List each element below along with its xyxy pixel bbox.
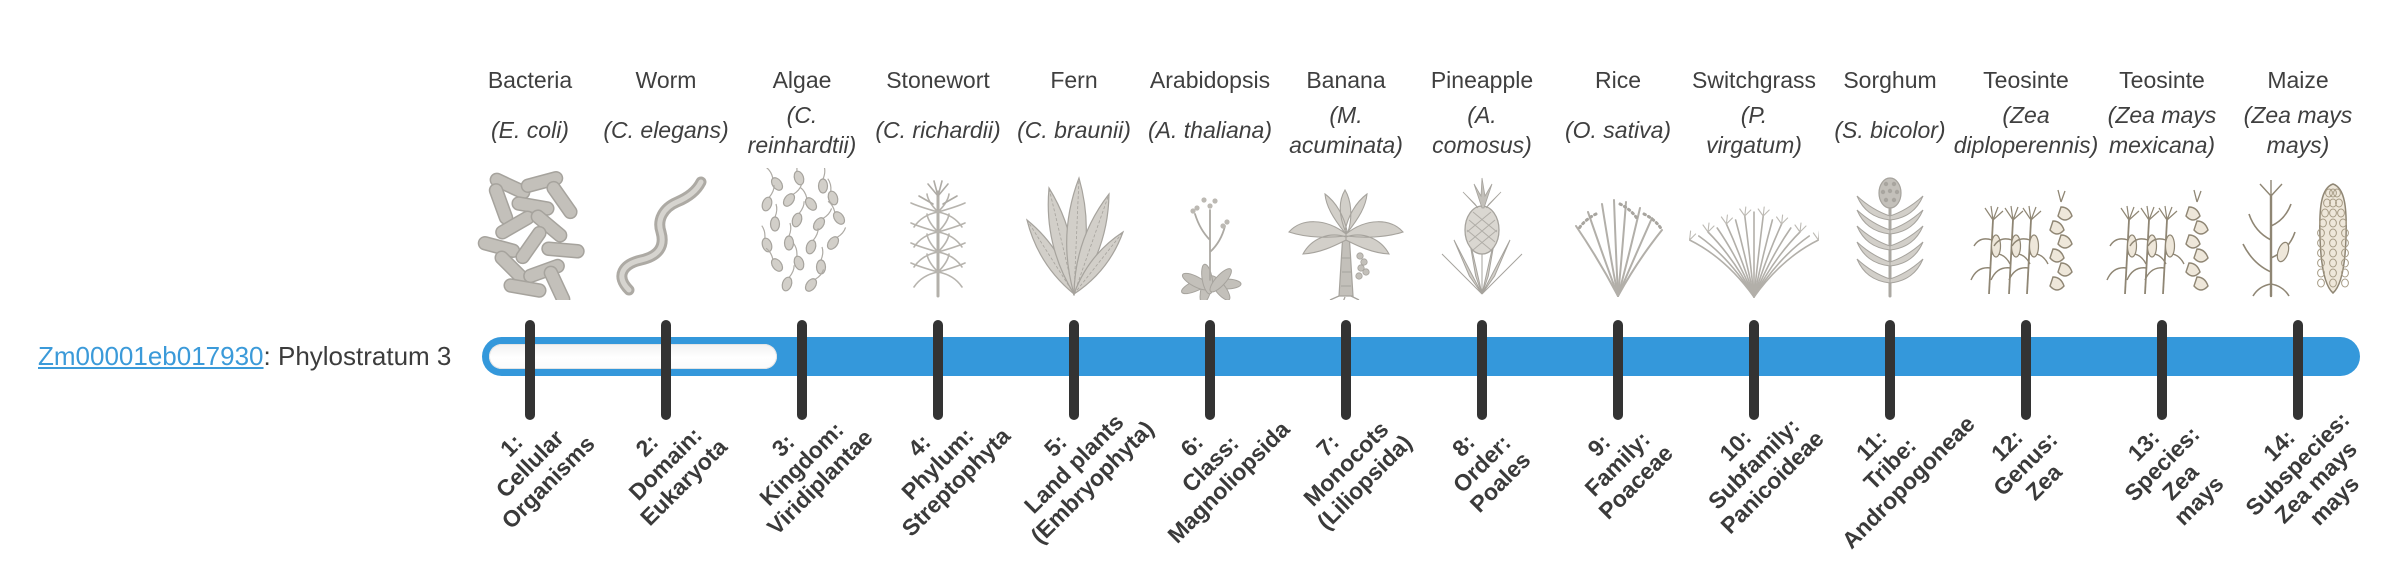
organism-scientific-name: (S. bicolor) [1834,117,1946,143]
stratum-tick-9 [1613,320,1623,420]
pineapple-illustration [1417,168,1547,300]
organism-common-name: Bacteria [487,67,573,93]
stratum-tick-14 [2293,320,2303,420]
stratum-column-4-stonewort: Stonewort (C. richardii) [848,66,1028,162]
organism-common-name: Rice [1594,67,1641,93]
organism-scientific-name: (C. elegans) [603,117,729,143]
stratum-tick-11 [1885,320,1895,420]
rice-illustration [1553,168,1683,300]
stratum-tick-12 [2021,320,2031,420]
stratum-axis-label-text: 14: Subspecies: Zea mays mays [2240,406,2365,531]
stonewort-illustration [873,168,1003,300]
organism-scientific-name: (C. reinhardtii) [747,102,857,158]
stratum-column-6-arabidopsis: Arabidopsis (A. thaliana) [1120,66,1300,162]
algae-illustration [737,168,867,300]
organism-common-name: Arabidopsis [1149,67,1271,93]
gene-label: Zm00001eb017930: Phylostratum 3 [38,337,451,376]
stratum-tick-8 [1477,320,1487,420]
stratum-axis-label-14: 14: Subspecies: Zea mays mays [2138,406,2400,540]
stratum-tick-13 [2157,320,2167,420]
organism-common-name: Sorghum [1843,67,1937,93]
organism-common-name: Teosinte [2119,67,2205,93]
organism-common-name: Maize [2267,67,2329,93]
maize-illustration [2233,168,2363,300]
teosinte-illustration [2097,168,2227,300]
stratum-column-11-sorghum: Sorghum (S. bicolor) [1800,66,1980,162]
organism-scientific-name: (C. braunii) [1017,117,1131,143]
organism-scientific-name: (P. virgatum) [1706,102,1802,158]
organism-scientific-name: (A. thaliana) [1147,117,1272,143]
stratum-tick-1 [525,320,535,420]
stratum-column-13-teosinte: Teosinte (Zea mays mexicana) [2072,66,2252,162]
organism-common-name: Fern [1050,67,1098,93]
organism-scientific-name: (E. coli) [491,117,569,143]
stratum-tick-10 [1749,320,1759,420]
stratum-tick-5 [1069,320,1079,420]
organism-common-name: Banana [1306,67,1386,93]
stratum-tick-7 [1341,320,1351,420]
stratum-column-7-banana: Banana (M. acuminata) [1256,66,1436,162]
organism-scientific-name: (Zea diploperennis) [1953,102,2099,158]
switchgrass-illustration [1689,168,1819,300]
stratum-column-12-teosinte: Teosinte (Zea diploperennis) [1936,66,2116,162]
stratum-tick-6 [1205,320,1215,420]
stratum-column-1-bacteria: Bacteria (E. coli) [440,66,620,162]
organism-scientific-name: (C. richardii) [875,117,1001,143]
organism-common-name: Switchgrass [1692,67,1816,93]
phylostratum-bar-unfilled-region [489,344,777,369]
organism-scientific-name: (A. comosus) [1432,102,1532,158]
phylostratum-bar [482,337,2360,376]
stratum-column-3-algae: Algae (C. reinhardtii) [712,66,892,162]
stratum-column-8-pineapple: Pineapple (A. comosus) [1392,66,1572,162]
organism-common-name: Worm [635,67,697,93]
sorghum-illustration [1825,168,1955,300]
teosinte-illustration [1961,168,2091,300]
stratum-column-2-worm: Worm (C. elegans) [576,66,756,162]
organism-scientific-name: (Zea mays mays) [2243,102,2353,158]
bacteria-illustration [465,168,595,300]
organism-scientific-name: (M. acuminata) [1289,102,1403,158]
stratum-column-14-maize: Maize (Zea mays mays) [2208,66,2388,162]
organism-common-name: Algae [772,67,832,93]
fern-illustration [1009,168,1139,300]
stratum-tick-4 [933,320,943,420]
organism-common-name: Teosinte [1983,67,2069,93]
stratum-column-9-rice: Rice (O. sativa) [1528,66,1708,162]
stratum-column-10-switchgrass: Switchgrass (P. virgatum) [1664,66,1844,162]
stratum-tick-2 [661,320,671,420]
worm-illustration [601,168,731,300]
gene-id-link[interactable]: Zm00001eb017930 [38,341,264,371]
organism-scientific-name: (Zea mays mexicana) [2107,102,2217,158]
gene-phylostratum-text: : Phylostratum 3 [263,341,452,371]
stratum-tick-3 [797,320,807,420]
stratum-column-5-fern: Fern (C. braunii) [984,66,1164,162]
organism-scientific-name: (O. sativa) [1564,117,1672,143]
arabidopsis-illustration [1145,168,1275,300]
banana-illustration [1281,168,1411,300]
organism-common-name: Stonewort [886,67,990,93]
organism-common-name: Pineapple [1430,67,1534,93]
